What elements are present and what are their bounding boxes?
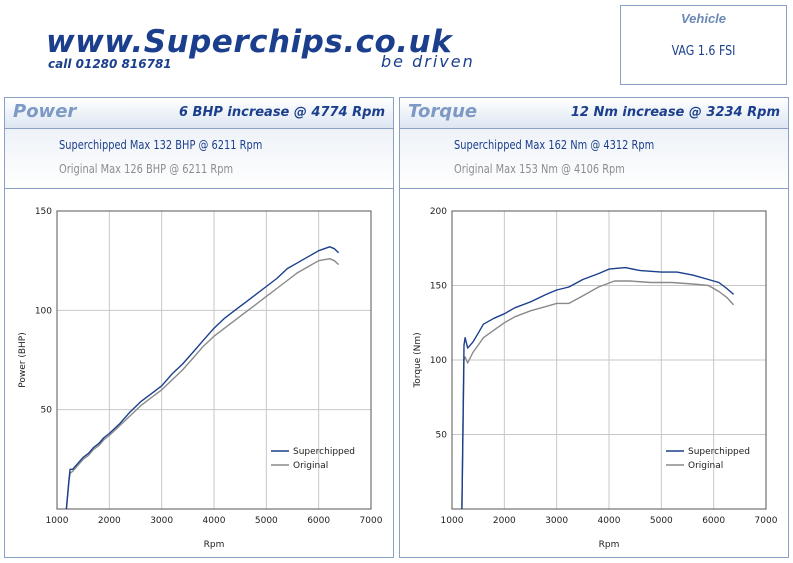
plot-frame <box>56 210 372 510</box>
torque-panel-header: Torque 12 Nm increase @ 3234 Rpm <box>400 98 788 129</box>
y-tick-label: 200 <box>430 207 447 217</box>
legend-label: Original <box>293 461 328 471</box>
x-tick-label: 1000 <box>441 516 464 526</box>
y-tick-label: 150 <box>35 207 52 217</box>
torque-chart: 1000 2000 3000 4000 5000 6000 7000 50 100 150 200 R… <box>413 207 778 550</box>
y-axis-label: Torque (Nm) <box>413 332 423 388</box>
legend-label: Superchipped <box>293 447 355 457</box>
legend-label: Original <box>688 461 723 471</box>
power-increase: 6 BHP increase @ 4774 Rpm <box>178 105 385 120</box>
y-tick-label: 50 <box>41 406 53 416</box>
x-tick-label: 3000 <box>150 516 173 526</box>
series-line-original <box>65 258 340 510</box>
power-title: Power <box>13 101 77 122</box>
torque-original-max: Original Max 153 Nm @ 4106 Rpm <box>454 162 625 176</box>
series-line-superchipped <box>65 246 340 510</box>
y-tick-label: 150 <box>430 282 447 292</box>
x-tick-label: 4000 <box>598 516 621 526</box>
x-tick-label: 2000 <box>98 516 121 526</box>
x-axis-label: Rpm <box>204 540 225 550</box>
x-tick-label: 3000 <box>545 516 568 526</box>
torque-title: Torque <box>408 101 478 122</box>
vehicle-box: Vehicle VAG 1.6 FSI <box>620 5 787 85</box>
superchips-logo: www.Superchips.co.uk call 01280 816781 b… <box>46 24 506 74</box>
torque-increase: 12 Nm increase @ 3234 Rpm <box>570 105 780 120</box>
y-tick-label: 100 <box>430 356 447 366</box>
vehicle-label: Vehicle <box>680 11 727 26</box>
power-chart: 1000 2000 3000 4000 5000 6000 7000 50 100 150 Rpm P… <box>18 207 383 550</box>
x-tick-label: 6000 <box>702 516 725 526</box>
x-tick-label: 2000 <box>493 516 516 526</box>
x-axis-label: Rpm <box>599 540 620 550</box>
logo-tagline: be driven <box>381 52 475 71</box>
y-tick-label: 100 <box>35 306 52 316</box>
power-info: Superchipped Max 132 BHP @ 6211 Rpm Orig… <box>5 129 393 189</box>
x-tick-label: 5000 <box>255 516 278 526</box>
logo-url: www.Superchips.co.uk <box>46 24 453 60</box>
series-line-superchipped <box>461 266 735 510</box>
plot-frame <box>451 210 767 510</box>
logo-phone: call 01280 816781 <box>48 57 172 71</box>
x-tick-label: 1000 <box>46 516 69 526</box>
x-tick-label: 7000 <box>360 516 383 526</box>
power-original-max: Original Max 126 BHP @ 6211 Rpm <box>59 162 234 176</box>
series-line-original <box>461 280 735 510</box>
y-tick-label: 50 <box>436 431 448 441</box>
x-tick-label: 6000 <box>307 516 330 526</box>
power-panel: Power 6 BHP increase @ 4774 Rpm Superchi… <box>4 97 394 558</box>
torque-info: Superchipped Max 162 Nm @ 4312 Rpm Origi… <box>400 129 788 189</box>
power-superchipped-max: Superchipped Max 132 BHP @ 6211 Rpm <box>59 138 263 152</box>
x-tick-label: 7000 <box>755 516 778 526</box>
vehicle-value: VAG 1.6 FSI <box>671 44 736 59</box>
torque-panel: Torque 12 Nm increase @ 3234 Rpm Superch… <box>399 97 789 558</box>
torque-superchipped-max: Superchipped Max 162 Nm @ 4312 Rpm <box>454 138 655 152</box>
x-tick-label: 4000 <box>203 516 226 526</box>
x-tick-label: 5000 <box>650 516 673 526</box>
legend-label: Superchipped <box>688 447 750 457</box>
power-panel-header: Power 6 BHP increase @ 4774 Rpm <box>5 98 393 129</box>
y-axis-label: Power (BHP) <box>18 332 28 387</box>
